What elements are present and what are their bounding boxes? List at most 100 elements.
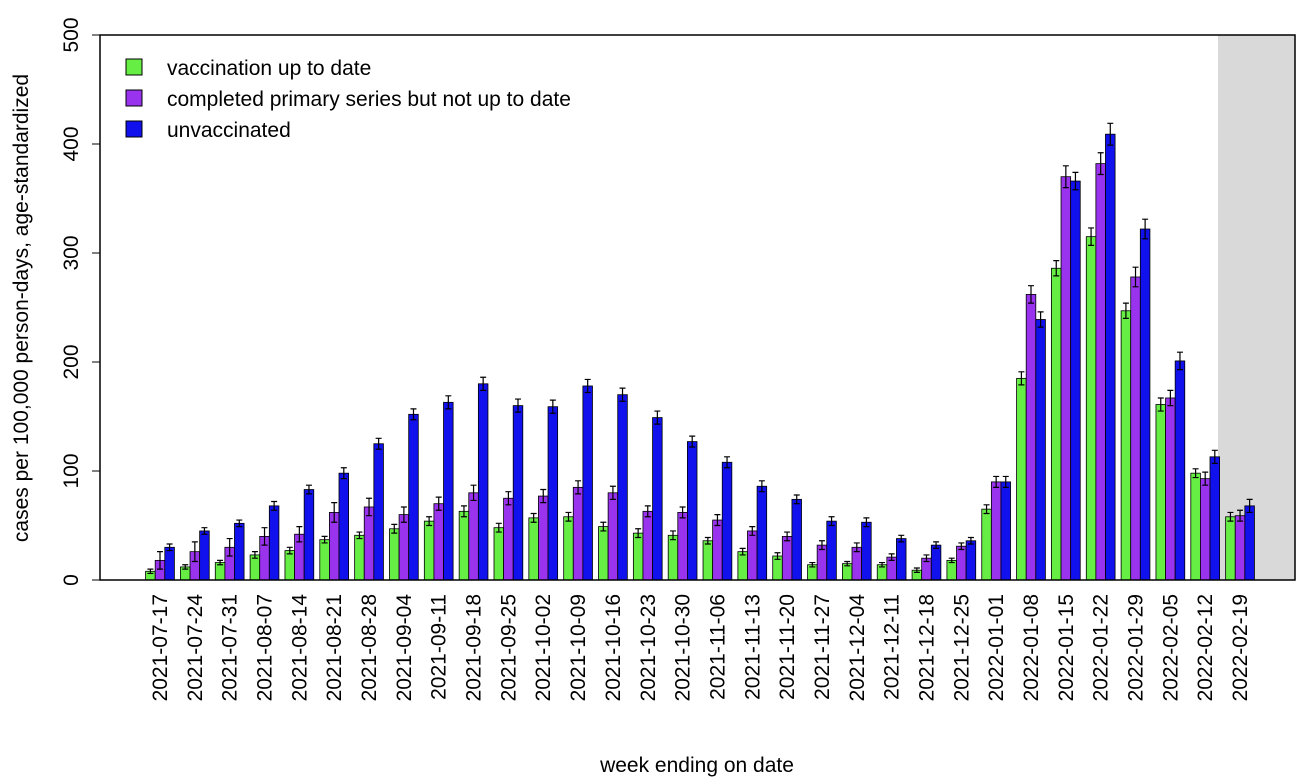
error-bar: [565, 511, 572, 522]
error-bar: [340, 467, 347, 480]
bar: [423, 520, 435, 581]
bar: [687, 441, 698, 581]
bar: [547, 406, 559, 581]
error-bar: [1227, 511, 1234, 522]
error-bar: [689, 435, 696, 448]
error-bar: [1192, 468, 1199, 479]
bar: [338, 472, 350, 581]
error-bar: [1053, 260, 1060, 277]
bar: [408, 413, 419, 581]
legend-label: completed primary series but not up to d…: [167, 88, 571, 111]
bar: [791, 498, 802, 581]
error-bar: [948, 557, 955, 564]
error-bar: [356, 531, 363, 540]
error-bar: [366, 497, 373, 517]
x-tick-label: 2022-02-12: [1194, 594, 1217, 701]
x-tick-label: 2021-12-25: [950, 594, 973, 701]
error-bar: [1062, 165, 1069, 189]
bar: [268, 505, 280, 581]
bar: [1155, 404, 1166, 581]
y-tick-label: 200: [60, 344, 83, 379]
error-bar: [217, 559, 224, 566]
error-bar: [1237, 509, 1244, 522]
bar: [652, 417, 663, 581]
bar: [443, 401, 454, 581]
bar: [826, 520, 837, 581]
error-bar: [619, 387, 626, 402]
bar: [990, 481, 1002, 581]
bar: [572, 486, 584, 581]
bar: [598, 526, 609, 581]
error-bar: [774, 552, 781, 560]
error-bar: [1211, 449, 1218, 464]
error-bar: [1002, 475, 1009, 488]
error-bar: [400, 506, 407, 523]
x-tick-label: 2021-10-23: [637, 594, 660, 701]
error-bar: [809, 561, 816, 568]
y-tick-label: 100: [60, 453, 83, 488]
bar: [493, 527, 505, 581]
x-tick-label: 2021-07-31: [219, 594, 242, 701]
bar: [1225, 516, 1236, 581]
error-bar: [445, 395, 452, 410]
x-tick-label: 2022-01-08: [1020, 594, 1043, 701]
bar: [946, 559, 957, 581]
bar: [512, 405, 524, 581]
error-bar: [818, 540, 825, 551]
bar: [702, 540, 714, 581]
bar: [528, 517, 539, 581]
bar: [433, 503, 444, 581]
error-bar: [1028, 285, 1034, 304]
x-tick-label: 2021-09-18: [463, 594, 486, 701]
error-bar: [670, 530, 676, 541]
x-tick-label: 2022-02-19: [1229, 594, 1252, 701]
error-bar: [1037, 311, 1044, 328]
x-tick-label: 2021-12-18: [915, 594, 938, 701]
y-tick-label: 0: [60, 574, 83, 586]
error-bar: [391, 523, 398, 534]
bar: [1244, 505, 1255, 581]
bar: [363, 506, 375, 581]
error-bar: [480, 376, 487, 391]
bar: [642, 510, 653, 581]
x-tick-label: 2021-08-21: [323, 594, 346, 701]
bar: [861, 521, 872, 581]
bar: [712, 519, 723, 581]
bar: [373, 443, 384, 581]
error-bar: [1157, 397, 1164, 412]
bar: [234, 522, 245, 581]
error-bar: [993, 475, 1000, 488]
bar: [896, 538, 907, 581]
x-axis-label: week ending on date: [599, 754, 794, 777]
error-bar: [923, 554, 930, 563]
error-bar: [898, 534, 905, 543]
error-bar: [470, 484, 477, 502]
x-tick-label: 2021-09-25: [497, 594, 520, 701]
error-bar: [261, 527, 268, 546]
error-bar: [724, 456, 731, 469]
bar: [389, 528, 400, 581]
bar: [582, 385, 593, 581]
x-tick-label: 2021-08-28: [358, 594, 381, 701]
x-tick-label: 2021-11-06: [706, 594, 729, 700]
bar: [956, 545, 967, 581]
error-bar: [739, 547, 746, 556]
bar: [667, 534, 679, 581]
x-tick-label: 2021-07-24: [184, 594, 207, 702]
error-bar: [331, 502, 338, 523]
bar: [1190, 472, 1201, 581]
error-bar: [1142, 218, 1149, 240]
bar: [303, 489, 315, 581]
legend-swatch: [125, 58, 143, 76]
bar: [398, 514, 410, 581]
error-bar: [828, 516, 835, 527]
y-tick-label: 400: [60, 126, 83, 161]
bar: [747, 530, 758, 581]
error-bar: [540, 488, 547, 504]
error-bar: [157, 551, 163, 570]
error-bar: [495, 522, 502, 533]
error-bar: [1246, 498, 1253, 514]
error-bar: [251, 551, 258, 559]
x-tick-label: 2022-01-15: [1055, 594, 1078, 701]
